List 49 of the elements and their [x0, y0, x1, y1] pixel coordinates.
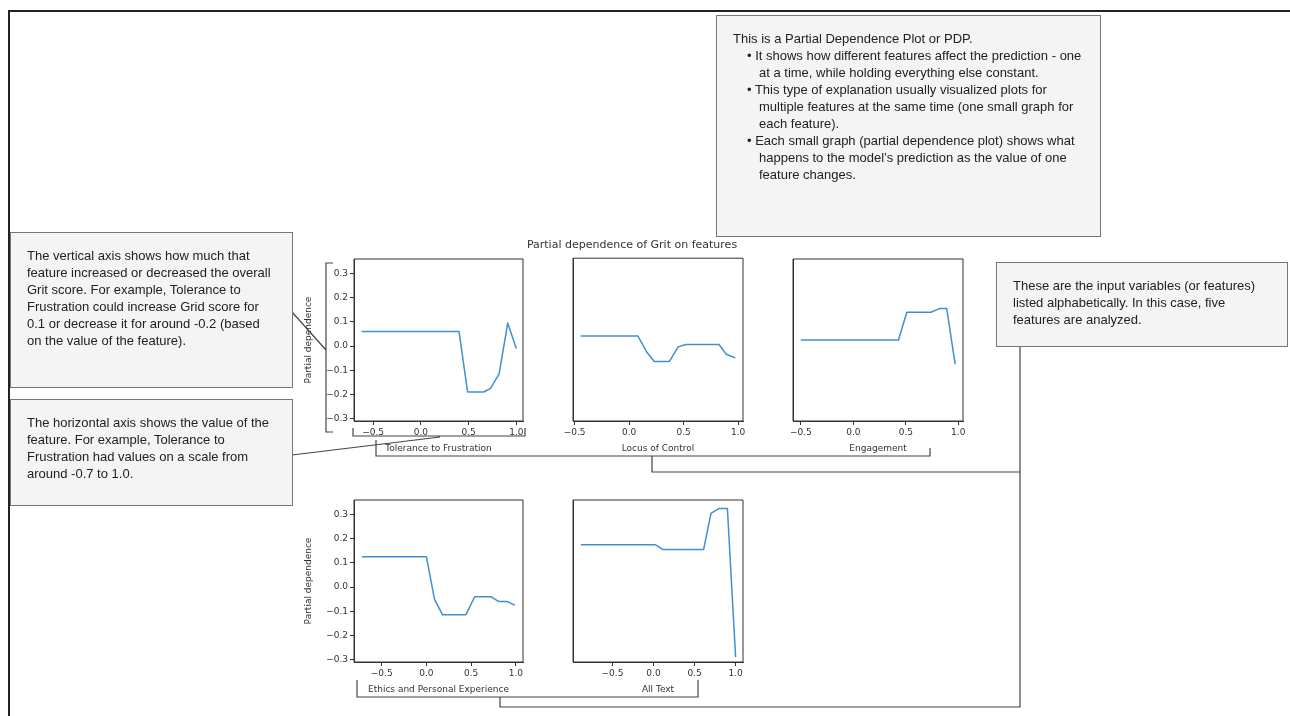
- x-tick-label: 1.0: [508, 667, 524, 678]
- y-tick-label: −0.2: [326, 629, 348, 640]
- y-tick-label: 0.1: [333, 316, 348, 327]
- x-tick-label: 0.5: [463, 667, 479, 678]
- x-tick-label: −0.5: [601, 667, 624, 678]
- x-tick-label: 0.0: [846, 426, 861, 437]
- x-tick-label: −0.5: [362, 426, 385, 437]
- x-axis-title: Tolerance to Frustration: [384, 442, 492, 453]
- x-tick-label: 1.0: [951, 426, 966, 437]
- y-tick-label: −0.3: [326, 653, 348, 664]
- x-tick-label: 0.0: [413, 426, 429, 437]
- x-axis-title: All Text: [641, 683, 675, 694]
- y-tick-label: −0.3: [326, 412, 348, 423]
- x-tick-label: 0.5: [687, 667, 702, 678]
- x-tick-label: 0.0: [621, 426, 637, 437]
- x-tick-label: −0.5: [563, 426, 586, 437]
- y-tick-label: −0.2: [326, 388, 348, 399]
- text: These are the input variables (or features) listed alphabetically. In this case, five features are analyzed.: [1013, 277, 1257, 328]
- y-tick-label: 0.2: [333, 533, 348, 544]
- x-axis-title: Locus of Control: [621, 442, 695, 453]
- x-axis-title: Ethics and Personal Experience: [367, 683, 510, 694]
- y-axis-title: Partial dependence: [302, 537, 313, 625]
- y-tick-label: −0.1: [326, 364, 348, 375]
- x-tick-label: 1.0: [730, 426, 746, 437]
- text: This is a Partial Dependence Plot or PDP.: [733, 30, 974, 47]
- text: • Each small graph (partial dependence plot) shows what happens to the model’s prediction as the value of one feature changes.: [746, 132, 1076, 183]
- x-tick-label: 0.0: [419, 667, 434, 678]
- x-tick-label: 0.5: [898, 426, 913, 437]
- x-tick-label: −0.5: [370, 667, 393, 678]
- x-tick-label: 1.0: [509, 426, 524, 437]
- y-tick-label: 0.2: [333, 292, 348, 303]
- x-axis-title: Engagement: [849, 442, 908, 453]
- text: The vertical axis shows how much that feature increased or decreased the overall Grit score. For example, Tolerance to Frustration could increase Grid score for 0.1 or decrease it for around -0.2 (based on the value of the feature).: [27, 247, 272, 349]
- chart-title: Partial dependence of Grit on features: [526, 238, 738, 252]
- y-tick-label: 0.0: [333, 581, 349, 592]
- text: • This type of explanation usually visualized plots for multiple features at the same time (one small graph for each feature).: [746, 81, 1075, 132]
- y-axis-title: Partial dependence: [302, 296, 313, 384]
- y-tick-label: −0.1: [326, 605, 348, 616]
- text: The horizontal axis shows the value of the feature. For example, Tolerance to Frustration had values on a scale from around -0.7 to 1.0.: [27, 414, 271, 482]
- x-tick-label: 0.5: [676, 426, 691, 437]
- x-tick-label: 0.0: [646, 667, 661, 678]
- x-tick-label: 1.0: [728, 667, 744, 678]
- y-tick-label: 0.0: [333, 340, 349, 351]
- y-tick-label: 0.1: [333, 557, 348, 568]
- y-tick-label: 0.3: [333, 267, 348, 278]
- y-tick-label: 0.3: [333, 508, 348, 519]
- text: • It shows how different features affect the prediction - one at a time, while holding everything else constant.: [746, 47, 1083, 81]
- x-tick-label: 0.5: [461, 426, 476, 437]
- x-tick-label: −0.5: [789, 426, 812, 437]
